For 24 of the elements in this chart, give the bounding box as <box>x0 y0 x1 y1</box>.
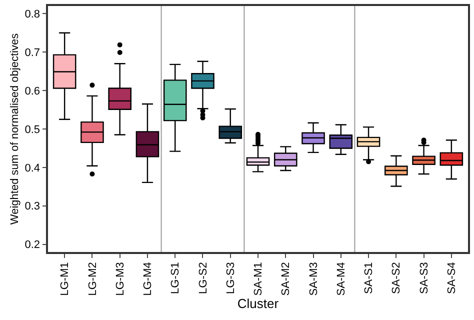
x-tick-label: SA-M1 <box>252 262 265 296</box>
x-tick-label: SA-M2 <box>280 262 292 296</box>
x-tick-label: SA-S2 <box>390 262 403 294</box>
y-tick-label: 0.7 <box>24 46 40 59</box>
x-axis-title: Cluster <box>237 296 280 311</box>
y-tick-label: 0.2 <box>24 239 40 252</box>
y-tick-label: 0.5 <box>24 124 40 136</box>
x-tick-label: LG-M3 <box>114 262 126 296</box>
y-tick-label: 0.4 <box>24 162 40 174</box>
x-tick-label: LG-S1 <box>170 262 182 294</box>
x-tick-label: SA-S4 <box>446 262 458 294</box>
x-tick-label: LG-M2 <box>86 262 99 296</box>
y-tick-label: 0.6 <box>24 85 40 98</box>
x-tick-label: LG-S3 <box>224 262 237 294</box>
x-tick-label: SA-M3 <box>308 262 320 296</box>
x-tick-label: LG-M4 <box>142 262 154 296</box>
x-tick-label: LG-S2 <box>197 262 210 294</box>
x-tick-label: LG-M1 <box>59 262 72 296</box>
x-tick-label: SA-M4 <box>335 262 348 296</box>
x-tick-label: SA-S1 <box>363 262 376 294</box>
x-tick-label: SA-S3 <box>418 262 430 294</box>
y-tick-label: 0.3 <box>24 200 40 213</box>
y-tick-label: 0.8 <box>24 8 40 21</box>
y-axis-title: Weighted sum of normalised objectives <box>8 32 21 225</box>
